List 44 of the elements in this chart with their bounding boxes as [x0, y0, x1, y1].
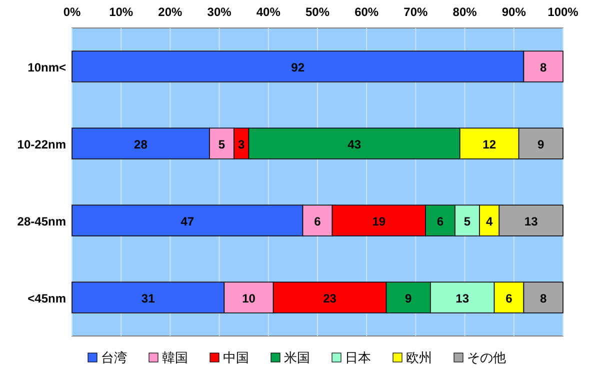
data-label: 9 — [538, 138, 545, 152]
legend-label: 米国 — [284, 350, 310, 365]
data-label: 12 — [482, 138, 496, 152]
data-label: 43 — [348, 138, 362, 152]
x-tick-label: 20% — [158, 5, 183, 19]
legend-label: 欧州 — [406, 350, 432, 365]
y-tick-label: 28-45nm — [17, 214, 66, 228]
data-label: 31 — [141, 292, 156, 306]
data-label: 6 — [506, 292, 513, 306]
data-label: 3 — [238, 138, 246, 152]
legend-label: 中国 — [223, 350, 249, 365]
data-label: 4 — [486, 214, 494, 228]
data-label: 6 — [436, 214, 444, 228]
x-tick-label: 50% — [305, 5, 330, 19]
x-tick-label: 40% — [256, 5, 281, 19]
legend-label: 日本 — [345, 350, 371, 365]
y-tick-label: 10-22nm — [17, 138, 66, 152]
x-tick-label: 60% — [354, 5, 379, 19]
x-tick-label: 10% — [109, 5, 134, 19]
x-tick-label: 0% — [63, 5, 81, 19]
data-label: 5 — [464, 214, 471, 228]
x-tick-label: 80% — [452, 5, 478, 19]
legend-label: その他 — [467, 350, 506, 365]
x-tick-label: 70% — [404, 5, 428, 19]
data-label: 10 — [242, 292, 256, 306]
data-label: 92 — [291, 60, 305, 74]
data-label: 5 — [218, 138, 226, 152]
x-tick-label: 100% — [548, 5, 579, 19]
data-label: 28 — [134, 138, 148, 152]
data-label: 9 — [404, 292, 412, 306]
x-tick-label: 90% — [502, 5, 526, 19]
data-label: 13 — [456, 292, 470, 306]
legend-label: 台湾 — [101, 350, 127, 365]
data-label: 23 — [323, 292, 337, 306]
legend-label: 韓国 — [162, 350, 188, 365]
data-label: 47 — [180, 214, 194, 228]
y-tick-label: <45nm — [28, 292, 66, 306]
y-tick-label: 10nm< — [28, 60, 66, 74]
data-label: 13 — [524, 214, 538, 228]
data-label: 6 — [314, 214, 322, 228]
data-label: 8 — [540, 292, 548, 306]
x-tick-label: 30% — [207, 5, 232, 19]
data-label: 8 — [540, 60, 548, 74]
data-label: 19 — [372, 214, 386, 228]
